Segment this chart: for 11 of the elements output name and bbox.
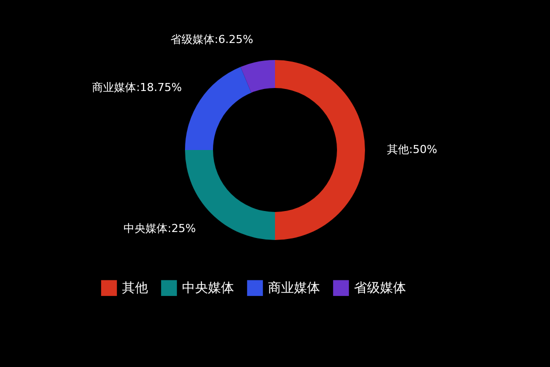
data-label: 其他:50% [387,143,438,156]
legend-label: 省级媒体 [354,281,406,296]
data-label: 省级媒体:6.25% [170,33,254,46]
donut-slice [185,66,252,150]
legend-label: 其他 [122,281,148,296]
data-label: 中央媒体:25% [124,222,196,236]
donut-slice [240,60,275,93]
data-label: 商业媒体:18.75% [92,80,182,94]
donut-slice [275,60,365,240]
legend-label: 中央媒体 [182,281,234,296]
legend-label: 商业媒体 [268,281,320,296]
